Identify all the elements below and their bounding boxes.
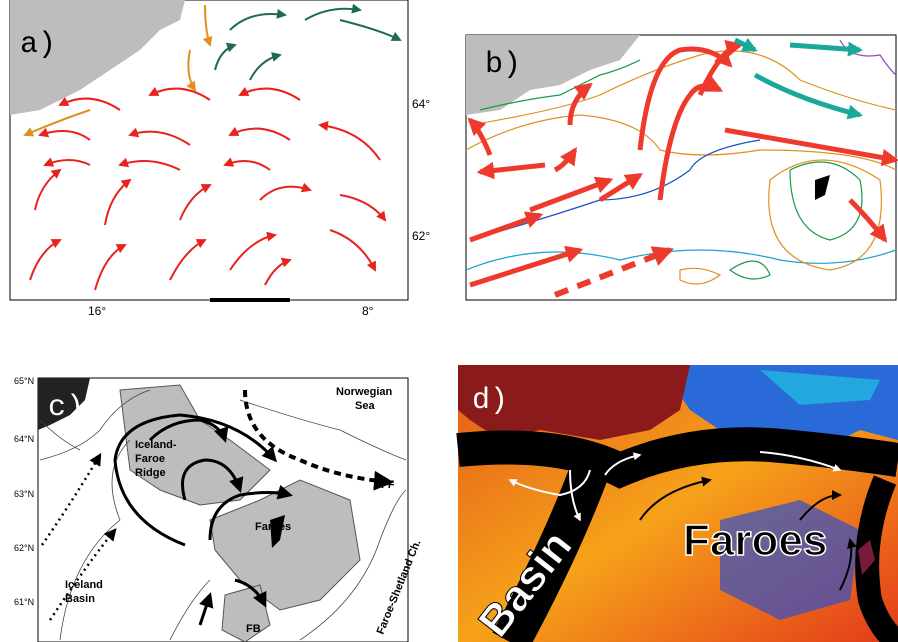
panel-b: b) — [466, 35, 896, 300]
panel-label: a) — [20, 28, 56, 62]
lon-label: 8° — [362, 304, 374, 318]
panel-label: c) — [48, 391, 84, 425]
place-label: Norwegian — [336, 386, 393, 398]
panel-d: d) Basin Faroes — [458, 365, 898, 642]
place-label: Sea — [355, 400, 375, 412]
place-label: Faroe — [135, 453, 165, 465]
place-label: Ridge — [135, 467, 166, 479]
lat-labels: 65°N 64°N 63°N 62°N 61°N — [14, 376, 34, 607]
lat-label: 63°N — [14, 489, 34, 499]
lat-label: 61°N — [14, 597, 34, 607]
place-label: Faroes — [683, 516, 827, 565]
panel-c: c) 65°N 64°N 63°N 62°N 61°N Norwegian Se… — [14, 376, 424, 642]
lat-label: 64°N — [14, 434, 34, 444]
panel-label: d) — [472, 384, 508, 418]
place-label: Faroes — [255, 521, 291, 533]
lon-label: 16° — [88, 304, 106, 318]
lat-label: 62°N — [14, 543, 34, 553]
panel-a: a) 64° 62° 16° 8° — [10, 0, 430, 318]
lat-label: 65°N — [14, 376, 34, 386]
place-label: IFF — [378, 479, 395, 491]
place-label: Basin — [65, 593, 95, 605]
place-label: FB — [246, 623, 261, 635]
lat-label: 64° — [412, 97, 430, 111]
panel-label: b) — [485, 48, 521, 82]
place-label: Iceland — [65, 579, 103, 591]
place-label: Iceland- — [135, 439, 177, 451]
lat-label: 62° — [412, 229, 430, 243]
figure: a) 64° 62° 16° 8° b) c) 65°N 64°N 63°N 6… — [0, 0, 898, 642]
